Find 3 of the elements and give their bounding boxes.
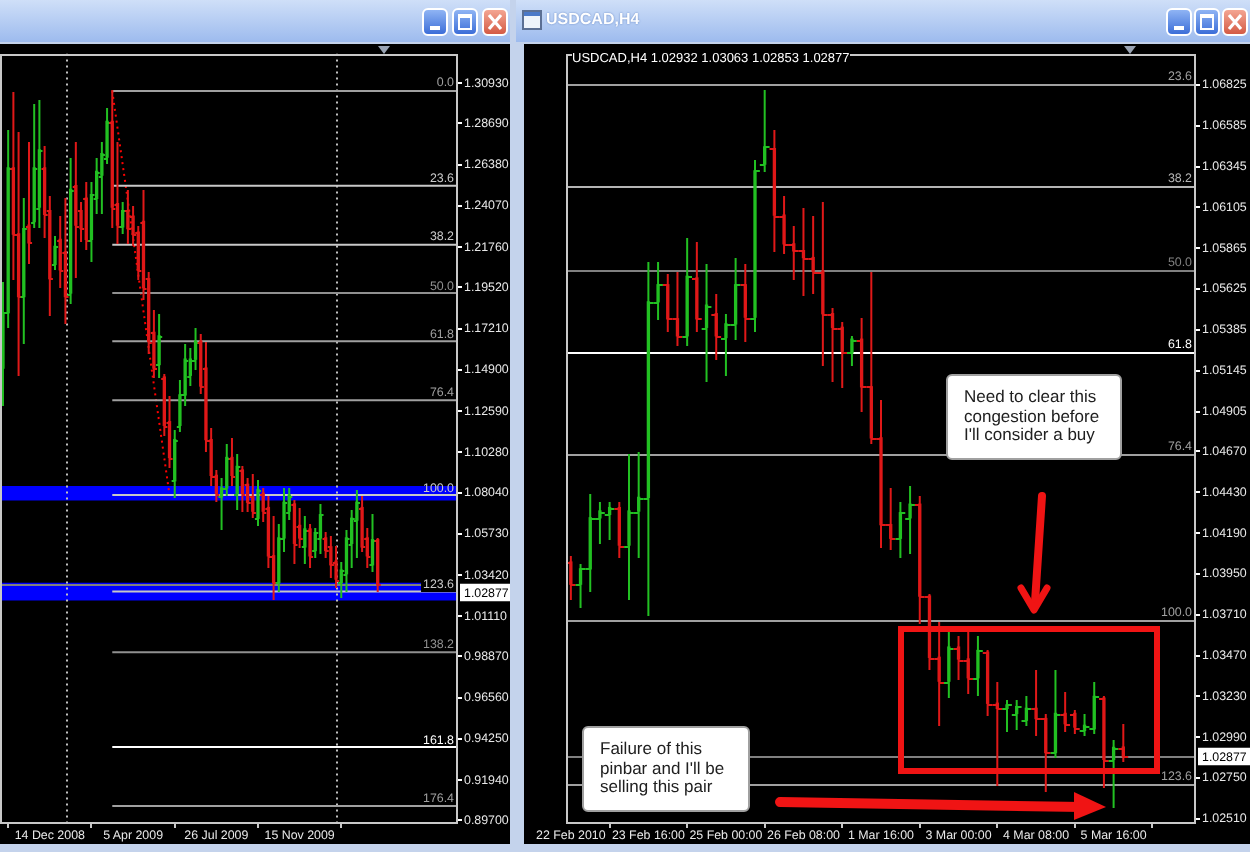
annotation: Failure of this pinbar and I'll be selling this pair [582, 726, 750, 812]
annotation: Need to clear this congestion before I'll consider a buy [946, 374, 1122, 460]
chart-title: USDCAD,H4 [546, 10, 640, 30]
